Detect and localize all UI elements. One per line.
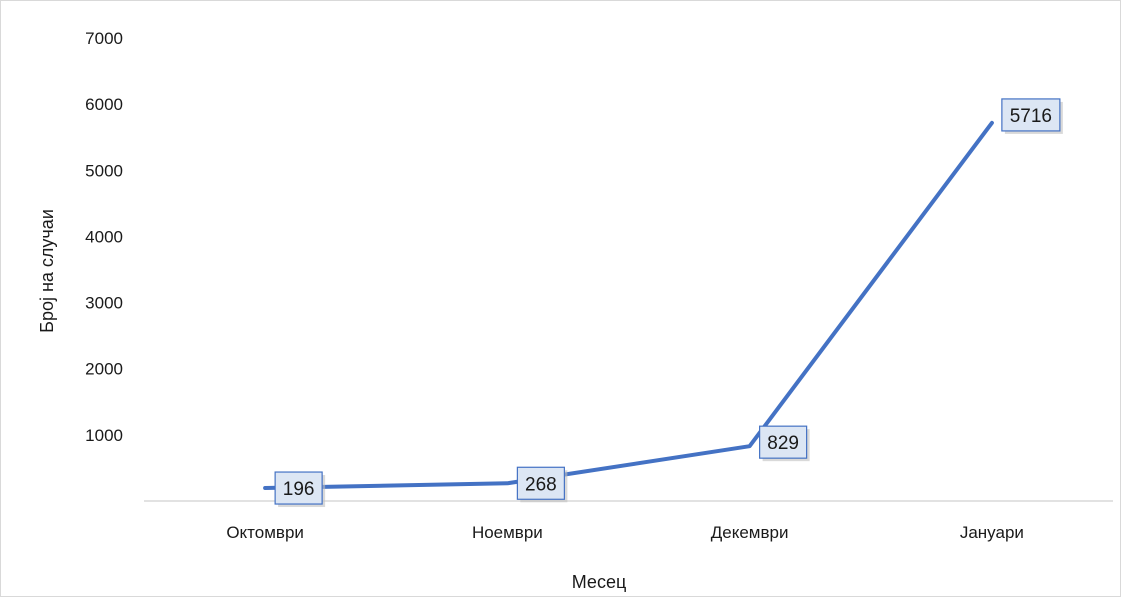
data-label-text: 268	[525, 474, 557, 495]
x-axis-title: Месец	[572, 572, 627, 592]
y-tick-label: 5000	[85, 161, 123, 180]
data-labels: 196 268 829 5716	[274, 98, 1063, 508]
data-label-box	[516, 466, 565, 500]
y-tick-label: 1000	[85, 426, 123, 445]
x-tick-label: Јануари	[960, 523, 1024, 542]
data-label: 196	[274, 471, 326, 508]
y-tick-label: 7000	[85, 29, 123, 48]
data-label-box	[274, 471, 323, 505]
y-tick-label: 6000	[85, 95, 123, 114]
data-label: 268	[516, 466, 568, 503]
y-tick-label: 2000	[85, 360, 123, 379]
data-label-box	[759, 425, 808, 459]
x-axis-ticks: Октомври Ноември Декември Јануари	[226, 523, 1024, 542]
data-label-text: 829	[767, 433, 799, 454]
data-label-text: 196	[283, 479, 315, 500]
data-label-text: 5716	[1010, 106, 1052, 127]
y-axis-ticks: 1000 2000 3000 4000 5000 6000 7000	[85, 29, 123, 445]
series-line	[263, 120, 994, 490]
x-tick-label: Ноември	[472, 523, 543, 542]
data-label: 5716	[1001, 98, 1063, 134]
data-label-box	[1001, 98, 1061, 132]
x-tick-label: Декември	[711, 523, 789, 542]
data-label: 829	[759, 425, 810, 462]
x-tick-label: Октомври	[226, 523, 304, 542]
y-tick-label: 3000	[85, 294, 123, 313]
y-axis-title: Број на случаи	[37, 209, 57, 333]
y-tick-label: 4000	[85, 227, 123, 246]
